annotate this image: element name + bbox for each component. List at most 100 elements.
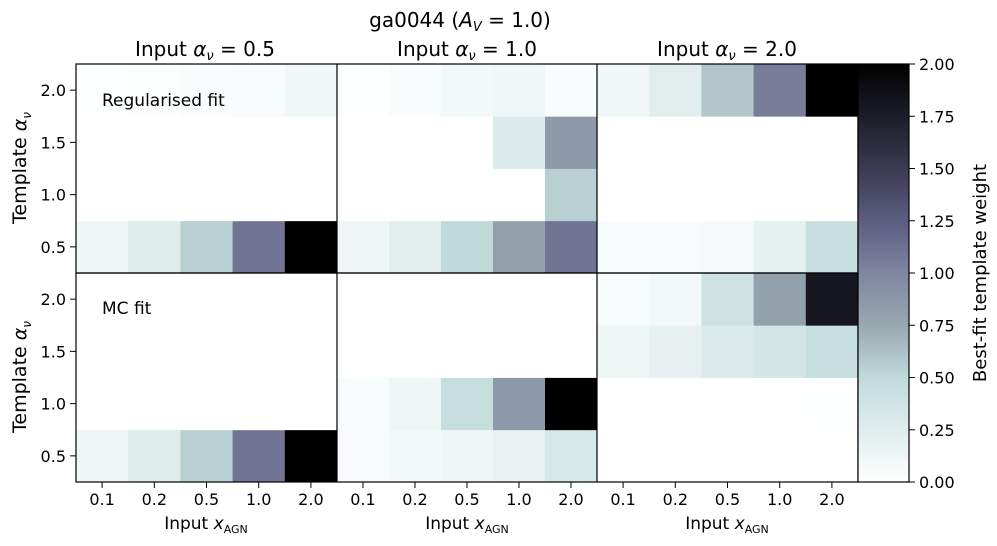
heatmap-cell <box>597 429 650 483</box>
heatmap-cell <box>493 220 546 274</box>
heatmap-cell <box>180 377 233 431</box>
heatmap-cell <box>337 64 390 117</box>
x-tick-label: 1.0 <box>246 490 271 509</box>
x-tick-label: 0.1 <box>350 490 375 509</box>
heatmap-cell <box>180 220 233 274</box>
x-tick-label: 0.2 <box>142 490 167 509</box>
heatmap-cell <box>180 325 233 378</box>
heatmap-cell <box>493 64 546 117</box>
x-axis-label-3: Input xAGN <box>685 514 769 536</box>
heatmap-cell <box>805 377 859 431</box>
colorbar-tick-label: 0.00 <box>919 473 955 492</box>
heatmap-cell <box>128 325 181 378</box>
row-label-regularised: Regularised fit <box>102 91 225 111</box>
heatmap-cell <box>493 116 546 169</box>
row-label-mc: MC fit <box>102 299 152 319</box>
heatmap-cell <box>76 116 129 169</box>
heatmap-cell <box>284 429 338 483</box>
heatmap-cell <box>441 220 494 274</box>
heatmap-cell <box>76 220 129 274</box>
y-tick-label: 1.5 <box>41 342 66 361</box>
heatmap-cell <box>649 116 702 169</box>
x-tick-label: 2.0 <box>558 490 583 509</box>
heatmap-cell <box>805 64 859 117</box>
heatmap-cell <box>597 116 650 169</box>
heatmap-cell <box>545 116 598 169</box>
heatmap-cell <box>649 273 702 326</box>
heatmap-cell <box>545 64 598 117</box>
heatmap-cell <box>493 168 546 222</box>
heatmap-cell <box>441 168 494 222</box>
heatmap-cell <box>284 64 338 117</box>
heatmap-cell <box>649 377 702 431</box>
heatmap-cell <box>545 429 598 483</box>
heatmap-cell <box>753 377 807 431</box>
heatmap-cell <box>753 168 807 222</box>
heatmap-cell <box>76 377 129 431</box>
heatmap-cell <box>389 168 442 222</box>
heatmap-cell <box>545 168 598 222</box>
heatmap-cell <box>232 377 286 431</box>
heatmap-cell <box>753 325 807 378</box>
y-axis-label-bottom: Template αν <box>9 321 34 434</box>
x-tick-label: 0.1 <box>610 490 635 509</box>
colorbar-tick-label: 1.50 <box>919 160 955 179</box>
heatmap-cell <box>232 429 286 483</box>
heatmap-cell <box>493 377 546 431</box>
x-axis-label-1: Input xAGN <box>164 514 248 536</box>
heatmap-cell <box>597 273 650 326</box>
y-tick-label: 1.0 <box>41 186 66 205</box>
heatmap-cell <box>389 116 442 169</box>
heatmap-cell <box>441 325 494 378</box>
x-tick-label: 0.5 <box>454 490 479 509</box>
colorbar-tick-label: 2.00 <box>919 55 955 74</box>
heatmap-cell <box>232 64 286 117</box>
heatmap-cell <box>597 64 650 117</box>
heatmap-cell <box>180 273 233 326</box>
x-tick-label: 1.0 <box>767 490 792 509</box>
heatmap-cell <box>76 325 129 378</box>
heatmap-cell <box>337 377 390 431</box>
heatmap-cell <box>284 116 338 169</box>
heatmap-cell <box>128 168 181 222</box>
heatmap-cell <box>389 429 442 483</box>
heatmap-cell <box>649 64 702 117</box>
y-tick-label: 1.5 <box>41 133 66 152</box>
chart-title: ga0044 (AV = 1.0) <box>369 8 551 35</box>
heatmap-cell <box>232 273 286 326</box>
colorbar-tick-label: 0.25 <box>919 421 955 440</box>
heatmap-cell <box>389 325 442 378</box>
heatmap-cell <box>441 116 494 169</box>
y-tick-label: 0.5 <box>41 238 66 257</box>
heatmap-cell <box>805 429 859 483</box>
column-title-2: Input αν = 1.0 <box>397 37 537 64</box>
heatmap-cell <box>441 273 494 326</box>
heatmap-cell <box>389 273 442 326</box>
y-tick-label: 2.0 <box>41 81 66 100</box>
heatmap-cell <box>441 429 494 483</box>
heatmap-cell <box>180 116 233 169</box>
colorbar-tick-label: 0.75 <box>919 316 955 335</box>
heatmap-cell <box>337 116 390 169</box>
heatmap-cell <box>545 377 598 431</box>
heatmap-cell <box>805 325 859 378</box>
heatmap-cell <box>337 429 390 483</box>
column-title-1: Input αν = 0.5 <box>135 37 275 64</box>
x-tick-label: 0.1 <box>89 490 114 509</box>
heatmap-cell <box>649 220 702 274</box>
heatmap-cell <box>701 325 754 378</box>
x-tick-label: 0.5 <box>715 490 740 509</box>
heatmap-cell <box>753 116 807 169</box>
heatmap-cell <box>753 64 807 117</box>
heatmap-cell <box>76 168 129 222</box>
x-tick-label: 1.0 <box>506 490 531 509</box>
colorbar-tick-label: 1.75 <box>919 107 955 126</box>
heatmap-cell <box>128 377 181 431</box>
column-title-3: Input αν = 2.0 <box>657 37 797 64</box>
heatmap-cell <box>76 429 129 483</box>
x-tick-label: 0.2 <box>663 490 688 509</box>
heatmap-cell <box>597 325 650 378</box>
heatmap-cell <box>493 325 546 378</box>
heatmap-cell <box>805 168 859 222</box>
